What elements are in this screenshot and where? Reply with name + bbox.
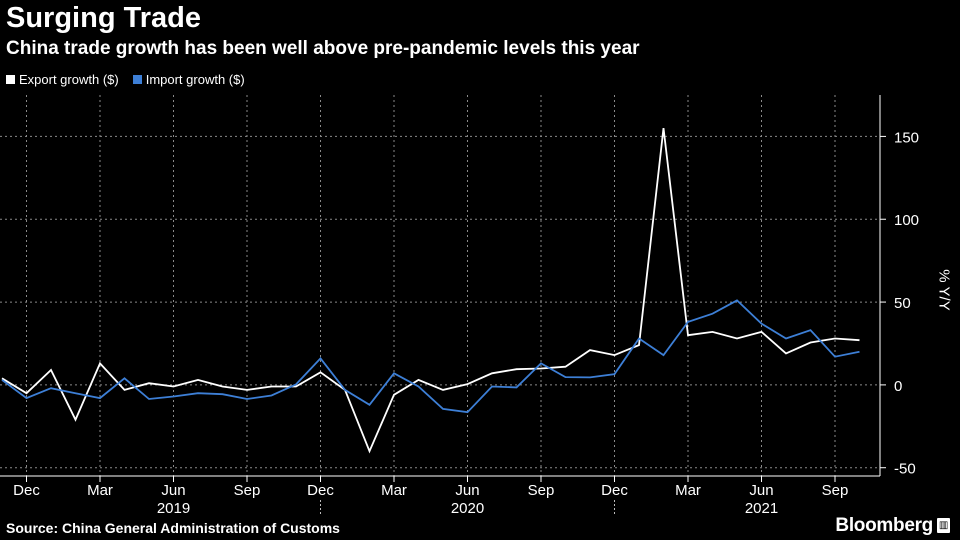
chart-title: Surging Trade <box>6 2 201 34</box>
legend-label-import: Import growth ($) <box>145 72 245 87</box>
legend-label-export: Export growth ($) <box>19 72 119 87</box>
y-tick-label: -50 <box>894 461 916 478</box>
legend-swatch-export <box>6 75 15 84</box>
x-tick-label: Jun <box>749 482 773 499</box>
y-tick-label: 100 <box>894 212 919 229</box>
year-label: 2019 <box>157 500 190 517</box>
legend-item-export: Export growth ($) <box>6 72 119 87</box>
x-tick-label: Jun <box>455 482 479 499</box>
y-tick-label: 50 <box>894 295 911 312</box>
y-tick-label: 0 <box>894 378 902 395</box>
source-note: Source: China General Administration of … <box>6 520 340 536</box>
chart-subtitle: China trade growth has been well above p… <box>6 38 640 59</box>
x-tick-label: Sep <box>528 482 555 499</box>
export-growth-line <box>1 127 860 454</box>
x-tick-label: Sep <box>234 482 261 499</box>
x-tick-label: Jun <box>161 482 185 499</box>
x-tick-label: Dec <box>601 482 628 499</box>
bloomberg-terminal-icon: ▥ <box>937 518 950 534</box>
year-label: 2021 <box>745 500 778 517</box>
x-tick-label: Dec <box>307 482 334 499</box>
x-tick-label: Dec <box>13 482 40 499</box>
y-tick-label: 150 <box>894 129 919 146</box>
legend-swatch-import <box>132 75 142 84</box>
brand-logo: Bloomberg ▥ <box>835 515 950 537</box>
x-tick-label: Sep <box>822 482 849 499</box>
import-growth-line <box>1 299 860 414</box>
y-axis-label: % Y/Y <box>935 269 953 311</box>
legend: Export growth ($) Import growth ($) <box>6 72 245 87</box>
year-label: 2020 <box>451 500 484 517</box>
x-tick-label: Mar <box>87 482 113 499</box>
x-tick-label: Mar <box>675 482 701 499</box>
brand-name: Bloomberg <box>835 515 933 536</box>
legend-item-import: Import growth ($) <box>132 72 245 87</box>
x-tick-label: Mar <box>381 482 407 499</box>
